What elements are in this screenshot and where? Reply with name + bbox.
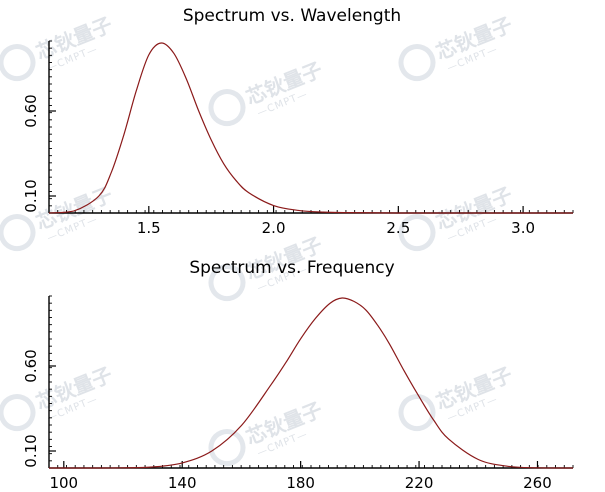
y-tick-label: 0.10 xyxy=(22,179,40,212)
tick-label-group: 100 140 180 220 260 0.10 0.60 xyxy=(22,349,552,492)
y-tick-label: 0.60 xyxy=(22,349,40,382)
x-tick-label: 1.5 xyxy=(137,219,161,237)
watermark: 芯钬量子—CMPT— xyxy=(398,182,516,252)
series-line xyxy=(48,42,573,214)
watermark-logo-icon xyxy=(208,89,246,127)
watermark-logo-icon xyxy=(398,44,436,82)
x-tick-label: 260 xyxy=(523,474,552,492)
watermark-logo-icon xyxy=(398,394,436,432)
watermark-logo-icon xyxy=(0,394,36,432)
x-tick-label: 2.0 xyxy=(262,219,286,237)
chart-title: Spectrum vs. Wavelength xyxy=(183,6,401,26)
x-tick-label: 100 xyxy=(49,474,78,492)
x-tick-label: 2.5 xyxy=(386,219,410,237)
series-line xyxy=(49,297,574,469)
watermark-layer: 芯钬量子—CMPT— 芯钬量子—CMPT— 芯钬量子—CMPT— 芯钬量子—CMPT—… xyxy=(0,12,516,467)
y-tick-label: 0.10 xyxy=(22,434,40,467)
watermark: 芯钬量子—CMPT— xyxy=(398,362,516,432)
x-tick-label: 3.0 xyxy=(511,219,535,237)
watermark-logo-icon xyxy=(0,214,36,252)
x-tick-label: 220 xyxy=(405,474,434,492)
watermark-logo-icon xyxy=(398,214,436,252)
watermark: 芯钬量子—CMPT— xyxy=(0,12,116,82)
chart-title: Spectrum vs. Frequency xyxy=(189,258,394,278)
watermark: 芯钬量子—CMPT— xyxy=(208,57,326,127)
frequency-chart: Spectrum vs. Frequency 100 140 180 220 260 0.… xyxy=(22,258,574,492)
watermark-logo-icon xyxy=(208,429,246,467)
wavelength-chart: Spectrum vs. Wavelength 1.5 2.0 2.5 3.0 0.10… xyxy=(22,6,574,237)
tick-label-group: 1.5 2.0 2.5 3.0 0.10 0.60 xyxy=(22,94,535,237)
x-tick-label: 140 xyxy=(168,474,197,492)
watermark-logo-icon xyxy=(0,44,36,82)
y-tick-label: 0.60 xyxy=(22,94,40,127)
watermark: 芯钬量子—CMPT— xyxy=(398,12,516,82)
watermark: 芯钬量子—CMPT— xyxy=(0,362,116,432)
x-tick-label: 180 xyxy=(286,474,315,492)
watermark-logo-icon xyxy=(208,264,246,302)
watermark: 芯钬量子—CMPT— xyxy=(208,397,326,467)
